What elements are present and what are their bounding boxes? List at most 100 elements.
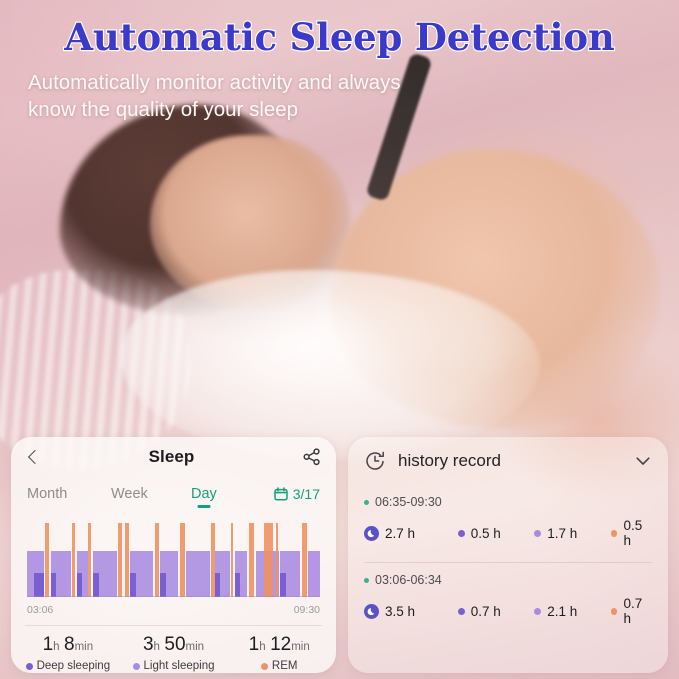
chart-bar-rem — [231, 523, 233, 597]
chart-bar-deep — [33, 573, 44, 597]
chart-bar-rem — [211, 523, 215, 597]
chart-bar-deep — [129, 573, 136, 597]
record-total-value: 2.7 h — [385, 525, 416, 541]
record-bullet-icon — [364, 577, 369, 583]
stat-hours: 1 — [42, 634, 54, 655]
stat-minutes-unit: min — [74, 641, 94, 653]
sleep-card-header: Sleep — [11, 437, 336, 477]
tab-month[interactable]: Month — [27, 486, 68, 502]
chart-bar-deep — [51, 573, 57, 597]
stat-minutes: 12 — [270, 634, 292, 655]
photo-pillow — [120, 270, 540, 460]
record-time-range-row: 03:06-06:34 — [364, 573, 652, 587]
chart-bar-deep — [159, 573, 166, 597]
period-tabs: Month Week Day 3/17 — [11, 477, 336, 507]
chevron-down-icon[interactable] — [634, 452, 652, 470]
record-rem: 0.7 h — [610, 596, 652, 626]
record-deep: 0.5 h — [457, 525, 535, 541]
record-rem-value: 0.7 h — [623, 596, 643, 626]
chart-bar-light — [51, 551, 71, 597]
stat-hours-unit: h — [259, 641, 266, 653]
stat-legend-label: Deep sleeping — [36, 660, 111, 672]
chart-bar-rem — [154, 523, 159, 597]
record-values: 2.7 h 0.5 h 1.7 h 0.5 h — [364, 518, 652, 548]
record-bullet-icon — [364, 499, 369, 505]
stat-legend-label: Light sleeping — [143, 660, 215, 672]
history-record-item[interactable]: 06:35-09:30 2.7 h 0.5 h — [364, 495, 652, 548]
stat-minutes-unit: min — [185, 641, 205, 653]
record-total-value: 3.5 h — [385, 603, 416, 619]
sleep-stage-chart — [27, 521, 320, 597]
chart-bar-rem — [88, 523, 91, 597]
date-picker[interactable]: 3/17 — [274, 486, 320, 502]
tab-week[interactable]: Week — [111, 486, 148, 502]
record-time-range: 06:35-09:30 — [375, 495, 442, 509]
history-card-header[interactable]: history record — [364, 437, 652, 485]
chart-bar-light — [76, 551, 89, 597]
stat-hours: 1 — [248, 634, 260, 655]
chart-bar-light — [308, 551, 320, 597]
chart-bar-light — [129, 551, 154, 597]
chart-bar-light — [235, 551, 247, 597]
stat-deep-sleeping: 1h 8min Deep sleeping — [15, 634, 121, 672]
stat-minutes: 50 — [164, 634, 186, 655]
record-values: 3.5 h 0.7 h 2.1 h 0.7 h — [364, 596, 652, 626]
chart-time-axis: 03:06 09:30 — [27, 604, 320, 616]
chevron-left-icon[interactable] — [25, 449, 41, 465]
hero-subtitle: Automatically monitor activity and alway… — [24, 69, 655, 123]
moon-badge-icon — [364, 603, 379, 619]
stat-legend-label: REM — [271, 660, 298, 672]
stat-legend: REM — [226, 660, 332, 672]
history-record-item[interactable]: 03:06-06:34 3.5 h 0.7 h — [364, 573, 652, 626]
chart-bar-light — [186, 551, 210, 597]
history-clock-icon — [364, 450, 386, 472]
legend-dot-deep — [25, 662, 33, 670]
share-icon[interactable] — [302, 447, 322, 467]
moon-badge-icon — [364, 525, 379, 541]
selected-date: 3/17 — [292, 486, 320, 502]
chart-bar-deep — [235, 573, 241, 597]
hero-subtitle-line-2: know the quality of your sleep — [28, 97, 299, 121]
chart-bar-rem — [301, 523, 307, 597]
chart-bar-rem — [179, 523, 185, 597]
stat-minutes: 8 — [64, 634, 75, 655]
chart-bar-rem — [45, 523, 50, 597]
stat-legend: Deep sleeping — [15, 660, 121, 672]
chart-axis-line — [27, 596, 320, 597]
record-deep-value: 0.5 h — [470, 525, 501, 541]
stat-value: 1h 12min — [226, 634, 332, 656]
record-light-value: 1.7 h — [547, 525, 578, 541]
record-divider — [364, 562, 652, 563]
sleep-stats: 1h 8min Deep sleeping 3h 50min Light sle… — [15, 634, 332, 672]
stat-rem: 1h 12min REM — [226, 634, 332, 672]
record-light: 2.1 h — [534, 604, 611, 619]
hero-subtitle-line-1: Automatically monitor activity and alway… — [28, 70, 401, 94]
calendar-icon — [274, 487, 288, 501]
sleep-card-title: Sleep — [148, 447, 195, 466]
chart-bar-deep — [93, 573, 100, 597]
hero-text-block: Automatic Sleep Detection Automatically … — [0, 15, 679, 123]
stat-legend: Light sleeping — [121, 660, 227, 672]
chart-bar-rem — [263, 523, 273, 597]
history-record-card: history record 06:35-09:30 — [348, 437, 668, 673]
deep-dot-icon — [457, 607, 465, 615]
light-dot-icon — [534, 607, 542, 615]
page-title: Automatic Sleep Detection — [63, 15, 616, 59]
record-total: 3.5 h — [364, 603, 458, 619]
tab-day[interactable]: Day — [191, 486, 217, 502]
legend-dot-light — [132, 662, 140, 670]
record-rem: 0.5 h — [610, 518, 652, 548]
stat-hours-unit: h — [153, 641, 160, 653]
chart-bar-rem — [249, 523, 255, 597]
record-total: 2.7 h — [364, 525, 458, 541]
axis-start-label: 03:06 — [27, 604, 54, 616]
record-light: 1.7 h — [534, 526, 611, 541]
sleep-card: Sleep Month Week Day — [11, 437, 336, 673]
record-deep-value: 0.7 h — [470, 603, 501, 619]
chart-bar-deep — [76, 573, 82, 597]
chart-bar-deep — [215, 573, 221, 597]
chart-bar-light — [93, 551, 117, 597]
chart-bar-rem — [71, 523, 76, 597]
stat-hours: 3 — [142, 634, 154, 655]
